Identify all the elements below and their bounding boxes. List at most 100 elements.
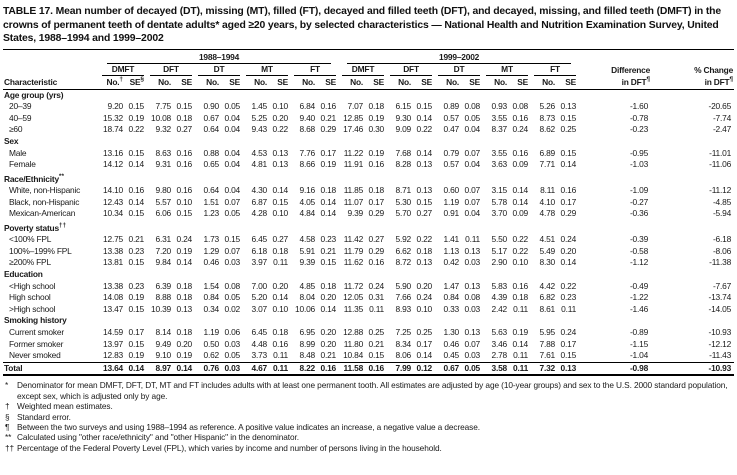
dental-statistics-table: 1988–1994 1999–2002 DMFT DFT DT MT FT DMFT DFT DT… <box>3 48 735 377</box>
cell-value: 0.22 <box>128 124 144 135</box>
cell-value: 0.18 <box>416 245 433 256</box>
no-column-header: No. <box>195 75 222 90</box>
cell-difference: -0.27 <box>629 196 649 207</box>
period-header-1999-2002: 1999–2002 <box>339 48 580 64</box>
cell-value: 0.17 <box>560 196 577 207</box>
row-label: Total <box>3 361 99 377</box>
cell-value: 0.20 <box>320 292 337 303</box>
cell-value: 0.13 <box>464 245 481 256</box>
cell-value: 0.16 <box>176 147 192 158</box>
table-row: 100%–199% FPL 13.38 0.23 7.20 0.19 1.29 0.07 6.… <box>3 246 734 258</box>
cell-value: 12.88 <box>343 327 364 338</box>
cell-value: 0.18 <box>176 112 192 123</box>
cell-value: 0.19 <box>176 245 192 256</box>
cell-value: 0.13 <box>464 280 481 291</box>
cell-value: 8.62 <box>539 124 556 135</box>
section-label: Sex <box>4 135 19 146</box>
cell-value: 0.18 <box>512 292 529 303</box>
cell-value: 0.02 <box>224 303 240 314</box>
cell-value: 6.15 <box>395 101 412 112</box>
cell-value: 13.97 <box>103 338 123 349</box>
cell-value: 0.03 <box>224 257 240 268</box>
cell-value: 13.38 <box>103 280 123 291</box>
no-column-header: No. <box>435 75 463 90</box>
measure-header-dft: DFT <box>147 64 195 76</box>
cell-value: 0.15 <box>416 101 433 112</box>
cell-difference: -0.36 <box>629 208 649 219</box>
cell-value: 7.68 <box>395 147 412 158</box>
cell-value: 4.30 <box>251 185 267 196</box>
cell-value: 8.99 <box>299 338 315 349</box>
cell-value: 0.19 <box>128 292 144 303</box>
cell-value: 11.72 <box>343 280 364 291</box>
table-row: <High school 13.38 0.23 6.39 0.18 1.54 0.08 7.0… <box>3 281 734 293</box>
cell-value: 0.90 <box>203 101 219 112</box>
cell-value: 0.22 <box>560 280 577 291</box>
cell-value: 0.27 <box>272 234 288 245</box>
cell-value: 0.15 <box>128 101 144 112</box>
table-row: White, non-Hispanic 14.10 0.16 9.80 0.16 0.64… <box>3 185 734 197</box>
cell-value: 8.14 <box>155 327 171 338</box>
cell-value: 0.47 <box>443 124 460 135</box>
cell-difference: -1.46 <box>629 303 649 314</box>
cell-value: 8.88 <box>155 292 171 303</box>
section-row: Smoking history <box>3 315 734 327</box>
table-row: Current smoker 14.59 0.17 8.14 0.18 1.19 0.06 6… <box>3 327 734 339</box>
cell-value: 4.10 <box>539 196 556 207</box>
cell-value: 5.90 <box>395 280 412 291</box>
cell-value: 6.31 <box>155 234 171 245</box>
cell-value: 0.64 <box>203 124 219 135</box>
cell-difference: -0.39 <box>629 234 649 245</box>
header-spacer <box>579 48 735 64</box>
cell-value: 7.32 <box>531 361 559 377</box>
cell-value: 8.28 <box>395 159 412 170</box>
footnote-marker: † <box>5 401 10 412</box>
header-measure-row: DMFT DFT DT MT FT DMFT DFT DT MT FT Difference in D… <box>3 63 735 90</box>
cell-value: 7.76 <box>299 147 315 158</box>
cell-value: 0.20 <box>560 245 577 256</box>
cell-value: 0.10 <box>272 208 288 219</box>
cell-difference: -1.22 <box>629 292 649 303</box>
cell-pct-change: -5.94 <box>712 208 732 219</box>
cell-value: 13.64 <box>99 361 126 377</box>
cell-value: 0.25 <box>368 327 385 338</box>
cell-value: 4.51 <box>539 234 556 245</box>
cell-value: 9.84 <box>155 257 171 268</box>
characteristic-header: Characteristic <box>3 75 99 90</box>
cell-value: 1.51 <box>203 196 219 207</box>
row-label: Black, non-Hispanic <box>9 196 80 207</box>
cell-value: 7.00 <box>251 280 267 291</box>
cell-value: 12.83 <box>103 350 123 361</box>
cell-value: 8.63 <box>155 147 171 158</box>
header-period-row: 1988–1994 1999–2002 <box>3 48 735 64</box>
section-row: Sex <box>3 136 734 148</box>
cell-value: 0.17 <box>320 147 337 158</box>
cell-value: 0.15 <box>560 147 577 158</box>
cell-difference: -1.12 <box>629 257 649 268</box>
cell-value: 9.09 <box>395 124 412 135</box>
cell-value: 0.06 <box>224 327 240 338</box>
row-label: ≥200% FPL <box>9 257 51 268</box>
cell-value: 14.59 <box>103 327 123 338</box>
cell-value: 14.10 <box>103 185 123 196</box>
cell-value: 7.88 <box>539 338 556 349</box>
cell-value: 0.21 <box>320 245 337 256</box>
cell-value: 0.15 <box>560 112 577 123</box>
cell-difference: -1.04 <box>629 350 649 361</box>
cell-difference: -1.60 <box>629 101 649 112</box>
cell-value: 8.72 <box>395 257 412 268</box>
cell-value: 0.16 <box>272 338 288 349</box>
cell-value: 0.14 <box>416 112 433 123</box>
cell-value: 0.14 <box>320 208 337 219</box>
cell-value: 0.05 <box>224 101 240 112</box>
cell-value: 0.14 <box>512 196 529 207</box>
cell-value: 0.11 <box>561 303 577 314</box>
cell-pct-change: -2.47 <box>712 124 732 135</box>
cell-value: 0.13 <box>176 303 192 314</box>
cell-value: 18.74 <box>103 124 123 135</box>
cell-value: 3.70 <box>491 208 508 219</box>
cell-value: 0.11 <box>270 361 291 377</box>
section-row: Poverty status†† <box>3 220 734 234</box>
cell-value: 6.89 <box>539 147 556 158</box>
cell-value: 0.18 <box>176 292 192 303</box>
